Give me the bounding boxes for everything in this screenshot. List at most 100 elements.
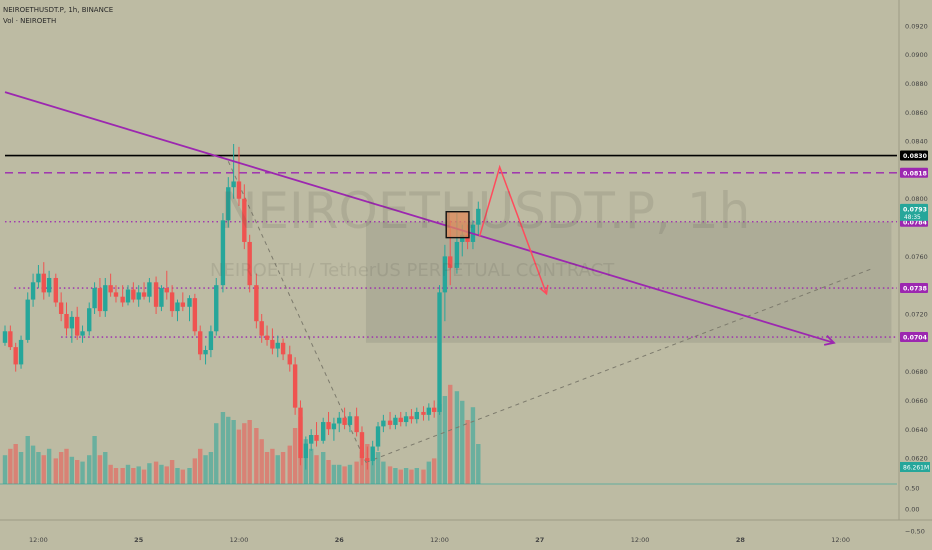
candle-body <box>442 256 448 293</box>
candle <box>203 345 208 365</box>
volume-bar <box>108 464 113 484</box>
countdown-text: 48:35 <box>904 215 921 221</box>
candle-body <box>141 292 147 297</box>
volume-bar <box>192 458 198 484</box>
price-tick-label: 0.0840 <box>905 138 928 146</box>
price-tick-label: 0.0680 <box>905 368 928 376</box>
candle-body <box>270 339 275 349</box>
price-label-bg <box>900 167 928 178</box>
candle <box>242 184 247 250</box>
time-tick-label: 12:00 <box>631 536 650 544</box>
candle <box>370 440 375 466</box>
volume-bar <box>247 420 252 484</box>
candle <box>41 262 46 300</box>
candle <box>337 411 342 433</box>
candle-body <box>25 299 30 340</box>
price-label-text: 0.0818 <box>903 170 927 177</box>
time-axis: 12:002512:002612:002712:002812:002912:00… <box>0 519 932 544</box>
price-label-text: 0.0830 <box>903 153 928 160</box>
volume-bar <box>87 455 92 484</box>
watermark-description: NEIROETH / TetherUS PERPETUAL CONTRACT <box>210 260 615 281</box>
time-tick-label: 25 <box>134 536 144 544</box>
volume-tick-label: −0.50 <box>905 528 925 536</box>
candle-body <box>30 282 36 300</box>
price-tick-label: 0.0620 <box>905 455 928 463</box>
volume-bar <box>147 463 152 484</box>
candle <box>13 342 18 372</box>
candle <box>437 285 442 415</box>
volume-bar <box>13 444 18 484</box>
time-tick-label: 12:00 <box>430 536 449 544</box>
volume-bar <box>125 464 131 484</box>
candle-body <box>8 331 13 348</box>
candle <box>426 403 432 421</box>
candle-body <box>198 331 203 355</box>
highlight-box <box>445 211 470 239</box>
candle <box>147 277 152 303</box>
price-tick-label: 0.0640 <box>905 426 928 434</box>
candle-body <box>131 289 136 300</box>
candle-body <box>18 339 24 365</box>
volume-bar <box>74 460 80 484</box>
volume-bar <box>175 468 180 484</box>
volume-bar <box>275 455 280 484</box>
candle-body <box>393 417 398 425</box>
price-label-bg <box>900 150 928 161</box>
candle <box>80 325 85 343</box>
candle <box>409 409 414 424</box>
volume-bar <box>321 452 326 484</box>
candle <box>393 414 398 430</box>
volume-bar <box>442 396 448 484</box>
candle <box>169 285 175 317</box>
candle-body <box>321 422 326 441</box>
candle-body <box>97 288 103 312</box>
candle <box>398 411 403 427</box>
volume-bar <box>153 461 159 484</box>
candle <box>331 417 337 441</box>
candle-body <box>175 302 180 312</box>
volume-bar <box>131 468 136 484</box>
price-label-text: 0.0704 <box>903 335 928 342</box>
candle <box>113 285 119 303</box>
volume-bar <box>264 452 270 484</box>
candle-body <box>136 292 141 300</box>
volume-bar <box>431 458 437 484</box>
volume-bar <box>8 448 13 484</box>
candle <box>414 407 419 424</box>
candle-body <box>58 302 64 314</box>
candle <box>308 429 314 451</box>
candle <box>247 234 252 293</box>
candle-body <box>460 234 465 242</box>
candle-body <box>476 208 481 225</box>
volume-bar <box>403 468 409 484</box>
symbol-title[interactable]: NEIROETHUSDT.P, 1h, BINANCE <box>3 6 114 14</box>
volume-bar <box>259 439 264 484</box>
candle <box>431 400 437 418</box>
volume-indicator-title[interactable]: Vol · NEIROETH <box>3 17 57 25</box>
candle-body <box>298 407 303 459</box>
shaded-zone <box>365 221 892 343</box>
volume-bar <box>18 452 24 484</box>
price-tick-label: 0.0900 <box>905 51 928 59</box>
candle-body <box>426 407 432 415</box>
candle <box>476 201 481 235</box>
volume-bar <box>454 391 460 484</box>
volume-bar <box>141 469 147 484</box>
volume-bar <box>159 464 164 484</box>
volume-bar <box>370 448 375 484</box>
candle-body <box>264 335 270 340</box>
price-label-0-0830: 0.0830 <box>900 150 928 161</box>
candle-body <box>192 298 198 332</box>
volume-bar <box>220 412 226 484</box>
candle <box>180 292 186 312</box>
candle-body <box>92 288 97 309</box>
candle-body <box>331 423 337 430</box>
candle-body <box>387 420 393 425</box>
candle <box>46 270 52 297</box>
volume-bar <box>331 464 337 484</box>
candle <box>125 285 131 306</box>
candle <box>381 414 386 433</box>
volume-bar <box>120 468 125 484</box>
time-tick-label: 12:00 <box>831 536 850 544</box>
